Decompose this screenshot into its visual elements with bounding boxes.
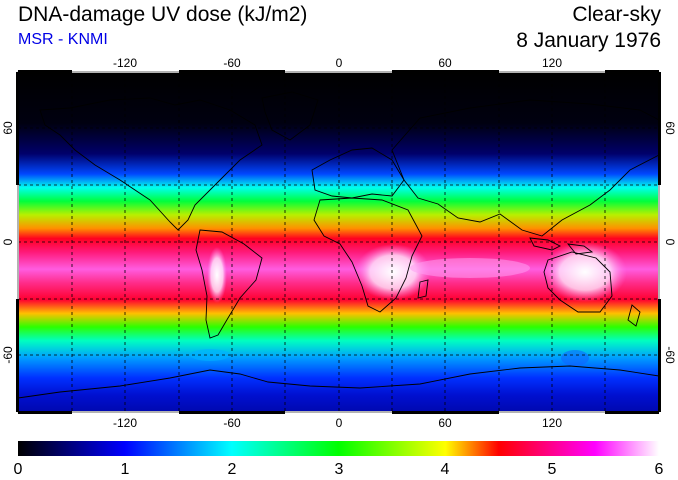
colorbar-label: 0 <box>14 461 23 478</box>
graticule <box>18 72 659 412</box>
lon-label: 0 <box>336 56 343 70</box>
lon-label: -60 <box>223 56 241 70</box>
lon-label: -120 <box>113 416 137 430</box>
lat-label: 0 <box>1 238 15 245</box>
colorbar-labels: 0 1 2 3 4 5 6 <box>14 461 664 478</box>
lat-label: 60 <box>663 121 677 135</box>
colorbar-label: 4 <box>441 461 450 478</box>
lon-labels-top: -120 -60 0 60 120 <box>113 56 562 70</box>
date-label: 8 January 1976 <box>516 29 661 52</box>
lat-label: -60 <box>1 346 15 364</box>
lon-label: -60 <box>223 416 241 430</box>
source-label: MSR - KNMI <box>18 31 108 48</box>
lon-label: 120 <box>542 56 562 70</box>
sky-condition-label: Clear-sky <box>572 3 661 26</box>
colorbar-label: 2 <box>228 461 237 478</box>
map-frame <box>16 70 661 414</box>
lat-labels-left: 60 0 -60 <box>1 121 15 364</box>
lon-labels-bottom: -120 -60 0 60 120 <box>113 416 562 430</box>
coastlines <box>18 91 659 399</box>
lat-labels-right: 60 0 -60 <box>663 121 677 364</box>
lon-label: 60 <box>438 56 452 70</box>
colorbar <box>18 441 659 456</box>
lon-label: 60 <box>438 416 452 430</box>
colorbar-label: 5 <box>548 461 557 478</box>
map-title: DNA-damage UV dose (kJ/m2) <box>18 3 308 26</box>
lat-label: -60 <box>663 346 677 364</box>
colorbar-label: 6 <box>655 461 664 478</box>
uv-regional-highs <box>190 242 627 366</box>
lat-label: 60 <box>1 121 15 135</box>
colorbar-label: 3 <box>335 461 344 478</box>
lat-label: 0 <box>663 239 677 246</box>
lon-label: 120 <box>542 416 562 430</box>
lon-label: 0 <box>336 416 343 430</box>
colorbar-label: 1 <box>121 461 130 478</box>
lon-label: -120 <box>113 56 137 70</box>
